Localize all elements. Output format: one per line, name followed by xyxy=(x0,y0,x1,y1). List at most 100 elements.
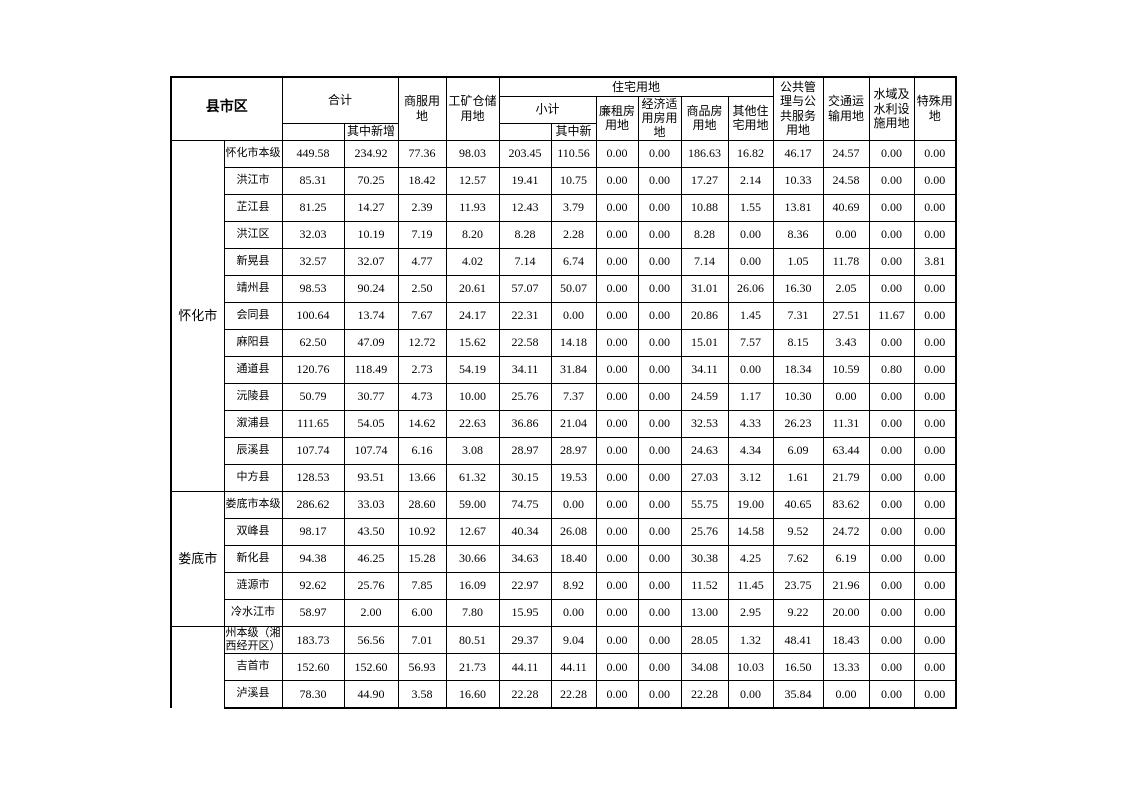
value-cell: 4.73 xyxy=(397,382,447,411)
value-cell: 0.00 xyxy=(595,680,639,710)
value-cell: 8.15 xyxy=(772,328,824,357)
value-cell: 19.41 xyxy=(498,166,552,195)
value-cell: 183.73 xyxy=(281,625,345,655)
value-cell: 0.00 xyxy=(913,598,957,627)
value-cell: 18.40 xyxy=(550,544,597,573)
value-cell: 47.09 xyxy=(343,328,399,357)
col-header-subtotal-new: 其中新增 xyxy=(550,122,597,141)
value-cell: 0.00 xyxy=(913,328,957,357)
col-header-commodity: 商品房用地 xyxy=(680,95,729,141)
value-cell: 10.00 xyxy=(445,382,500,411)
value-cell: 0.00 xyxy=(595,301,639,330)
group-label xyxy=(170,625,225,709)
value-cell: 8.36 xyxy=(772,220,824,249)
value-cell: 55.75 xyxy=(680,490,729,519)
value-cell: 2.95 xyxy=(727,598,774,627)
col-header-region: 县市区 xyxy=(170,76,283,141)
value-cell: 107.74 xyxy=(343,436,399,465)
value-cell: 8.28 xyxy=(680,220,729,249)
value-cell: 12.43 xyxy=(498,193,552,222)
value-cell: 2.50 xyxy=(397,274,447,303)
value-cell: 0.00 xyxy=(913,571,957,600)
value-cell: 18.43 xyxy=(822,625,870,655)
col-header-total-main-blank xyxy=(281,122,345,141)
value-cell: 100.64 xyxy=(281,301,345,330)
value-cell: 0.00 xyxy=(595,409,639,438)
value-cell: 24.63 xyxy=(680,436,729,465)
value-cell: 4.02 xyxy=(445,247,500,276)
value-cell: 15.62 xyxy=(445,328,500,357)
value-cell: 19.00 xyxy=(727,490,774,519)
value-cell: 107.74 xyxy=(281,436,345,465)
col-header-affordable: 经济适用房用地 xyxy=(637,95,682,141)
value-cell: 0.00 xyxy=(913,680,957,710)
value-cell: 0.00 xyxy=(868,571,915,600)
value-cell: 0.00 xyxy=(637,544,682,573)
value-cell: 20.86 xyxy=(680,301,729,330)
value-cell: 27.03 xyxy=(680,463,729,492)
value-cell: 3.58 xyxy=(397,680,447,710)
value-cell: 0.00 xyxy=(822,680,870,710)
value-cell: 0.00 xyxy=(913,193,957,222)
value-cell: 4.33 xyxy=(727,409,774,438)
value-cell: 0.80 xyxy=(868,355,915,384)
value-cell: 0.00 xyxy=(637,166,682,195)
value-cell: 16.09 xyxy=(445,571,500,600)
value-cell: 10.75 xyxy=(550,166,597,195)
col-header-commercial: 商服用地 xyxy=(397,76,447,141)
table-row: 涟源市 92.62 25.76 7.85 16.09 22.97 8.92 0.00 0.00 1… xyxy=(171,571,957,600)
value-cell: 0.00 xyxy=(868,544,915,573)
value-cell: 0.00 xyxy=(868,139,915,168)
value-cell: 0.00 xyxy=(637,517,682,546)
value-cell: 13.81 xyxy=(772,193,824,222)
value-cell: 63.44 xyxy=(822,436,870,465)
value-cell: 59.00 xyxy=(445,490,500,519)
value-cell: 0.00 xyxy=(595,436,639,465)
value-cell: 81.25 xyxy=(281,193,345,222)
value-cell: 92.62 xyxy=(281,571,345,600)
value-cell: 6.74 xyxy=(550,247,597,276)
value-cell: 43.50 xyxy=(343,517,399,546)
value-cell: 0.00 xyxy=(637,328,682,357)
value-cell: 0.00 xyxy=(868,653,915,682)
value-cell: 111.65 xyxy=(281,409,345,438)
value-cell: 0.00 xyxy=(727,220,774,249)
col-header-water-facilities: 水域及水利设施用地 xyxy=(868,76,915,141)
value-cell: 22.58 xyxy=(498,328,552,357)
value-cell: 10.92 xyxy=(397,517,447,546)
table-row: 怀化市 怀化市本级 449.58 234.92 77.36 98.03 203.45 110.… xyxy=(170,139,957,492)
value-cell: 0.00 xyxy=(868,598,915,627)
value-cell: 0.00 xyxy=(913,436,957,465)
value-cell: 32.57 xyxy=(281,247,345,276)
table-row: 娄底市 娄底市本级 286.62 33.03 28.60 59.00 74.75 0.00 0.… xyxy=(170,490,957,627)
value-cell: 0.00 xyxy=(637,139,682,168)
value-cell: 2.73 xyxy=(397,355,447,384)
value-cell: 28.05 xyxy=(680,625,729,655)
value-cell: 0.00 xyxy=(595,274,639,303)
value-cell: 0.00 xyxy=(595,355,639,384)
value-cell: 0.00 xyxy=(727,247,774,276)
value-cell: 7.57 xyxy=(727,328,774,357)
value-cell: 0.00 xyxy=(637,490,682,519)
value-cell: 0.00 xyxy=(913,274,957,303)
value-cell: 0.00 xyxy=(637,625,682,655)
value-cell: 1.17 xyxy=(727,382,774,411)
row-label: 州本级（湘西经开区） xyxy=(223,625,283,655)
value-cell: 6.19 xyxy=(822,544,870,573)
value-cell: 10.30 xyxy=(772,382,824,411)
value-cell: 0.00 xyxy=(727,355,774,384)
table-row: 新晃县 32.57 32.07 4.77 4.02 7.14 6.74 0.00 0.00 7.1… xyxy=(171,247,957,276)
value-cell: 0.00 xyxy=(595,625,639,655)
group-label: 怀化市 xyxy=(170,139,225,492)
value-cell: 27.51 xyxy=(822,301,870,330)
value-cell: 98.53 xyxy=(281,274,345,303)
value-cell: 24.58 xyxy=(822,166,870,195)
value-cell: 0.00 xyxy=(637,436,682,465)
value-cell: 98.03 xyxy=(445,139,500,168)
value-cell: 32.53 xyxy=(680,409,729,438)
value-cell: 0.00 xyxy=(913,544,957,573)
value-cell: 7.14 xyxy=(680,247,729,276)
value-cell: 0.00 xyxy=(913,625,957,655)
row-label: 吉首市 xyxy=(223,653,283,682)
